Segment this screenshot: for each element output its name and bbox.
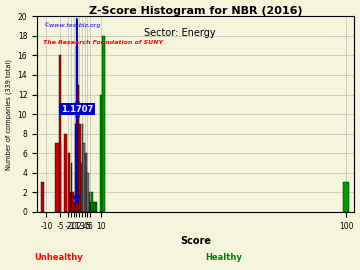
Bar bbox=[79, 124, 81, 212]
Bar bbox=[55, 143, 62, 212]
Bar bbox=[75, 124, 76, 212]
Bar bbox=[85, 153, 86, 212]
Bar bbox=[343, 183, 349, 212]
Bar bbox=[82, 124, 83, 212]
X-axis label: Score: Score bbox=[180, 236, 211, 246]
Bar bbox=[68, 153, 69, 212]
Text: The Research Foundation of SUNY: The Research Foundation of SUNY bbox=[43, 40, 163, 45]
Text: ©www.textbiz.org: ©www.textbiz.org bbox=[43, 22, 101, 28]
Bar bbox=[76, 46, 78, 212]
Bar bbox=[100, 94, 102, 212]
Bar bbox=[59, 55, 62, 212]
Bar bbox=[91, 192, 93, 212]
Bar bbox=[83, 143, 85, 212]
Bar bbox=[78, 85, 79, 212]
Title: Z-Score Histogram for NBR (2016): Z-Score Histogram for NBR (2016) bbox=[89, 6, 302, 16]
Bar bbox=[95, 202, 97, 212]
Text: Sector: Energy: Sector: Energy bbox=[144, 28, 216, 38]
Bar bbox=[94, 202, 95, 212]
Text: Unhealthy: Unhealthy bbox=[35, 253, 83, 262]
Bar bbox=[71, 163, 72, 212]
Text: 1.1707: 1.1707 bbox=[60, 105, 93, 114]
Bar bbox=[41, 183, 44, 212]
Bar bbox=[86, 153, 87, 212]
Bar bbox=[72, 192, 74, 212]
Bar bbox=[87, 173, 89, 212]
Bar bbox=[102, 36, 105, 212]
Bar bbox=[81, 163, 82, 212]
Bar bbox=[74, 202, 75, 212]
Bar bbox=[93, 202, 94, 212]
Y-axis label: Number of companies (339 total): Number of companies (339 total) bbox=[5, 59, 12, 170]
Bar bbox=[69, 192, 71, 212]
Bar bbox=[89, 192, 90, 212]
Bar bbox=[90, 202, 91, 212]
Text: Healthy: Healthy bbox=[205, 253, 242, 262]
Bar bbox=[64, 134, 67, 212]
